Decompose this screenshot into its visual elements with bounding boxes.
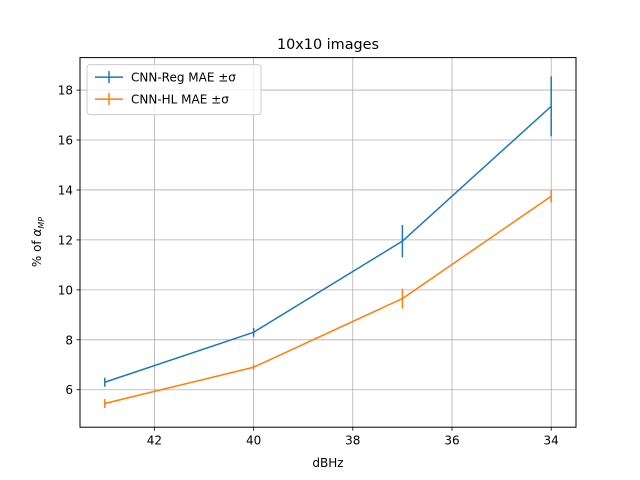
series-line	[104, 105, 552, 383]
x-tick-label: 40	[246, 434, 261, 448]
series-2	[104, 189, 552, 408]
y-tick-label: 12	[58, 233, 73, 247]
series-1	[104, 76, 552, 387]
series-line	[104, 195, 552, 405]
y-tick-label: 18	[58, 84, 73, 98]
x-tick-label: 38	[345, 434, 360, 448]
y-tick-label: 16	[58, 134, 73, 148]
legend: CNN-Reg MAE ±σ CNN-HL MAE ±σ	[86, 64, 262, 116]
x-tick-label: 34	[544, 434, 559, 448]
y-tick-label: 10	[58, 283, 73, 297]
series-layer	[104, 76, 552, 408]
y-tick-label: 14	[58, 183, 73, 197]
y-tick-label: 8	[65, 333, 73, 347]
y-axis-label-subscript: MP	[37, 217, 46, 229]
legend-label: CNN-HL MAE ±σ	[131, 93, 229, 107]
x-tick-label: 36	[444, 434, 459, 448]
legend-label: CNN-Reg MAE ±σ	[131, 71, 236, 85]
x-tick-label: 42	[147, 434, 162, 448]
y-axis-label-symbol: α	[30, 229, 44, 237]
chart-title: 10x10 images	[277, 37, 379, 53]
plot-frame	[79, 57, 577, 428]
legend-box	[86, 64, 262, 116]
grid	[80, 57, 576, 428]
y-axis-label-prefix: % of	[30, 237, 44, 268]
x-axis-label: dBHz	[312, 456, 343, 470]
y-tick-label: 6	[65, 383, 73, 397]
axis-ticks: 42 40 38 36 34 6 8 10 12 14 16 18	[58, 84, 559, 448]
y-axis-label: % of αMP	[30, 217, 46, 267]
